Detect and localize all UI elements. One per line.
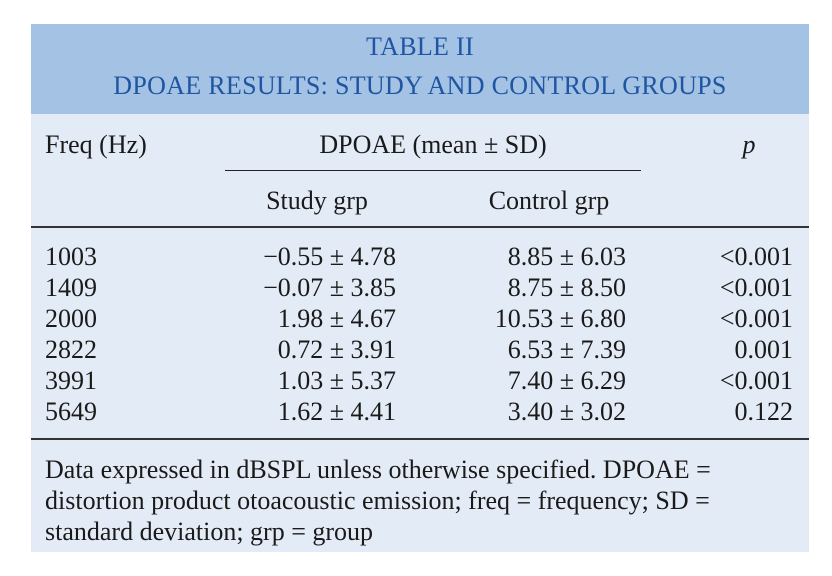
cell-p: <0.001	[719, 366, 793, 395]
cell-p: <0.001	[719, 304, 793, 333]
table-row: 1409 −0.07 ± 3.85 8.75 ± 8.50 <0.001	[31, 273, 809, 304]
cell-freq: 2822	[45, 335, 97, 364]
header-freq: Freq (Hz)	[45, 130, 147, 159]
table-body: 1003 −0.55 ± 4.78 8.85 ± 6.03 <0.001 140…	[31, 242, 809, 428]
header-control: Control grp	[488, 186, 610, 215]
table-footnote: Data expressed in dBSPL unless otherwise…	[45, 455, 711, 546]
header-p: p	[742, 130, 756, 159]
cell-control: 8.75 ± 8.50	[507, 273, 626, 302]
cell-study: −0.55 ± 4.78	[263, 242, 396, 271]
cell-p: <0.001	[719, 273, 793, 302]
cell-study: −0.07 ± 3.85	[263, 273, 396, 302]
table-title-band: TABLE II DPOAE RESULTS: STUDY AND CONTRO…	[31, 24, 809, 114]
cell-freq: 5649	[45, 397, 97, 426]
cell-p: 0.122	[734, 397, 794, 426]
table-number: TABLE II	[366, 32, 474, 61]
cell-control: 7.40 ± 6.29	[507, 366, 626, 395]
cell-freq: 1409	[45, 273, 97, 302]
header-study: Study grp	[266, 186, 368, 215]
cell-study: 1.98 ± 4.67	[277, 304, 396, 333]
table-row: 3991 1.03 ± 5.37 7.40 ± 6.29 <0.001	[31, 366, 809, 397]
cell-p: <0.001	[719, 242, 793, 271]
cell-study: 1.03 ± 5.37	[277, 366, 396, 395]
cell-freq: 1003	[45, 242, 97, 271]
table-title: DPOAE RESULTS: STUDY AND CONTROL GROUPS	[113, 71, 727, 100]
cell-control: 10.53 ± 6.80	[494, 304, 626, 333]
dpoae-results-table: TABLE II DPOAE RESULTS: STUDY AND CONTRO…	[31, 24, 809, 552]
header-divider	[31, 226, 809, 228]
cell-study: 1.62 ± 4.41	[277, 397, 396, 426]
cell-freq: 2000	[45, 304, 97, 333]
cell-study: 0.72 ± 3.91	[277, 335, 396, 364]
cell-control: 6.53 ± 7.39	[507, 335, 626, 364]
footer-divider	[31, 438, 809, 440]
cell-p: 0.001	[734, 335, 794, 364]
table-row: 1003 −0.55 ± 4.78 8.85 ± 6.03 <0.001	[31, 242, 809, 273]
cell-control: 3.40 ± 3.02	[507, 397, 626, 426]
header-dpoae: DPOAE (mean ± SD)	[319, 130, 547, 159]
cell-freq: 3991	[45, 366, 97, 395]
table-row: 2822 0.72 ± 3.91 6.53 ± 7.39 0.001	[31, 335, 809, 366]
table-row: 2000 1.98 ± 4.67 10.53 ± 6.80 <0.001	[31, 304, 809, 335]
cell-control: 8.85 ± 6.03	[507, 242, 626, 271]
header-group-rule	[225, 170, 641, 171]
table-row: 5649 1.62 ± 4.41 3.40 ± 3.02 0.122	[31, 397, 809, 428]
